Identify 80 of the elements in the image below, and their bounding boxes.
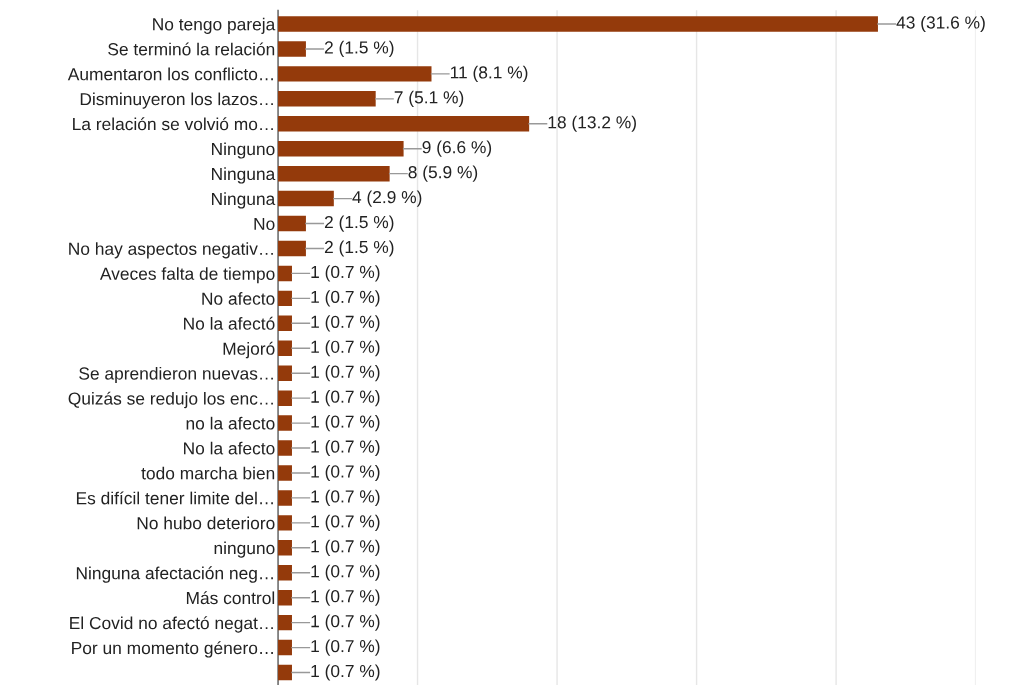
y-tick-label: No la afectó [184,316,275,330]
bar [278,165,390,182]
data-label: 7 (5.1 %) [394,90,464,107]
bar [278,215,306,232]
bar [278,190,334,207]
bar [278,240,306,257]
y-tick-label: No hay aspectos negativ… [69,242,273,259]
data-label: 2 (1.5 %) [324,240,394,257]
data-label: 2 (1.5 %) [324,215,394,232]
data-label: 1 (0.7 %) [311,464,380,482]
bar [278,589,292,606]
y-tick-label: No hubo deterioro [137,516,275,530]
y-tick-label: ninguno [214,541,275,558]
data-label: 1 (0.7 %) [311,265,380,282]
y-tick-label: Ninguna afectación neg… [76,566,273,583]
bar [278,515,292,531]
data-label: 1 (0.7 %) [311,315,380,332]
data-label: 1 (0.7 %) [311,340,380,357]
data-label: 1 (0.7 %) [311,439,380,457]
y-tick-label: No afecto [202,292,275,305]
bar [278,490,292,506]
bar [278,415,292,431]
bar [278,290,292,307]
y-tick-label: Se aprendieron nuevas… [79,366,273,384]
y-tick-label: Mejoró [223,341,275,359]
y-tick-label: Aumentaron los conflicto… [67,67,273,81]
y-tick-label: Por un momento género… [72,641,273,658]
bar [278,440,292,456]
bar [278,41,306,57]
data-label: 1 (0.7 %) [311,390,380,407]
data-label: 1 (0.7 %) [311,415,380,432]
bar [278,565,292,581]
data-label: 1 (0.7 %) [311,614,380,631]
bar [278,614,292,631]
y-tick-label: no la afecto [186,416,275,430]
data-label: 2 (1.5 %) [324,40,394,58]
y-tick-label: El Covid no afectó negat… [70,616,273,633]
data-label: 1 (0.7 %) [311,589,380,606]
bar [278,265,292,282]
data-label: 8 (5.9 %) [408,165,478,182]
bar [278,16,878,32]
y-tick-label: Es difícil tener limite del… [76,491,273,505]
y-tick-label: Más control [186,591,275,605]
bar [278,315,292,332]
y-tick-label: Quizás se redujo los enc… [68,391,273,409]
y-tick-label: Disminuyeron los lazos… [80,92,273,109]
data-label: 43 (31.6 %) [896,15,985,33]
bar [278,664,292,681]
data-label: 4 (2.9 %) [352,190,422,207]
bar [278,639,292,656]
data-label: 1 (0.7 %) [311,639,380,656]
data-label: 1 (0.7 %) [311,564,380,581]
y-tick-label: La relación se volvió mo… [73,117,273,131]
data-label: 9 (6.6 %) [422,140,492,157]
data-label: 1 (0.7 %) [311,489,380,507]
y-tick-label: Ninguna [212,167,276,184]
y-tick-label: No tengo pareja [153,17,276,34]
bar [278,116,530,132]
bar [278,140,404,157]
bar [278,365,292,381]
data-label: 1 (0.7 %) [311,290,380,307]
bar [278,540,292,556]
y-tick-label: todo marcha bien [141,466,275,480]
bar [278,66,432,82]
data-label: 1 (0.7 %) [311,539,380,556]
bar [278,340,292,356]
y-tick-label: Ninguno [212,142,275,159]
bar [278,390,292,406]
y-tick-label: Ninguna [212,192,276,209]
bar [278,465,292,481]
y-tick-label: Se terminó la relación [108,42,275,56]
data-label: 18 (13.2 %) [548,115,636,132]
data-label: 1 (0.7 %) [311,664,380,681]
y-tick-label: Aveces falta de tiempo [99,267,275,284]
bar [278,91,376,107]
y-tick-label: No la afecto [184,441,275,455]
data-label: 11 (8.1 %) [450,65,528,82]
data-label: 1 (0.7 %) [311,514,380,531]
y-tick-label: No [254,217,275,230]
data-label: 1 (0.7 %) [311,365,380,382]
